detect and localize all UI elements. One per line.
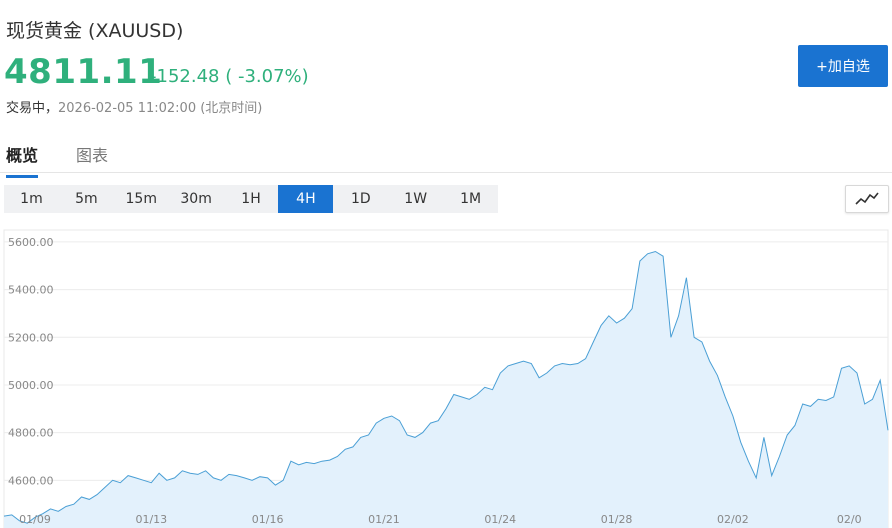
period-1d[interactable]: 1D bbox=[350, 191, 371, 207]
x-tick-label: 01/16 bbox=[252, 513, 284, 526]
y-tick-label: 4800.00 bbox=[8, 427, 54, 440]
price-chart[interactable]: 5600.00 5400.00 5200.00 5000.00 4800.00 4600.… bbox=[0, 226, 892, 528]
y-tick-label: 5200.00 bbox=[8, 331, 54, 344]
price-change: -152.48 ( -3.07%) bbox=[150, 66, 309, 87]
period-30m[interactable]: 30m bbox=[180, 191, 212, 207]
tab-bar: 概览 图表 bbox=[0, 136, 892, 178]
quote-timestamp: 2026-02-05 11:02:00 (北京时间) bbox=[58, 101, 263, 116]
instrument-title: 现货黄金 (XAUUSD) bbox=[6, 20, 184, 42]
tab-chart[interactable]: 图表 bbox=[76, 146, 109, 165]
y-tick-label: 5000.00 bbox=[8, 379, 54, 392]
x-tick-label: 01/28 bbox=[601, 513, 633, 526]
x-tick-label: 01/24 bbox=[484, 513, 516, 526]
trading-status: 交易中，2026-02-05 11:02:00 (北京时间) bbox=[6, 97, 262, 116]
period-1w[interactable]: 1W bbox=[404, 191, 428, 207]
period-5m[interactable]: 5m bbox=[75, 191, 98, 207]
price-area bbox=[4, 251, 888, 528]
x-tick-label: 01/13 bbox=[135, 513, 167, 526]
period-4h[interactable]: 4H bbox=[278, 185, 334, 213]
period-15m[interactable]: 15m bbox=[125, 191, 157, 207]
price-line bbox=[3, 250, 889, 524]
y-tick-label: 5600.00 bbox=[8, 236, 54, 249]
line-chart-icon bbox=[855, 192, 879, 205]
add-to-watchlist-button[interactable]: +加自选 bbox=[798, 45, 888, 87]
status-label: 交易中， bbox=[6, 101, 59, 116]
period-1h[interactable]: 1H bbox=[241, 191, 261, 207]
x-tick-label: 01/21 bbox=[368, 513, 400, 526]
period-selector: 1m 5m 15m 30m 1H 4H 1D 1W 1M bbox=[4, 185, 498, 213]
x-tick-label: 01/09 bbox=[19, 513, 51, 526]
tab-overview[interactable]: 概览 bbox=[6, 142, 39, 178]
x-tick-label: 02/02 bbox=[717, 513, 749, 526]
last-price: 4811.11 bbox=[4, 52, 163, 92]
period-1m[interactable]: 1m bbox=[20, 191, 43, 207]
x-tick-label: 02/0 bbox=[837, 513, 862, 526]
chart-type-toggle[interactable] bbox=[845, 185, 889, 213]
y-tick-label: 5400.00 bbox=[8, 284, 54, 297]
chart-frame bbox=[3, 229, 889, 528]
y-tick-label: 4600.00 bbox=[8, 474, 54, 487]
period-1mo[interactable]: 1M bbox=[460, 191, 482, 207]
